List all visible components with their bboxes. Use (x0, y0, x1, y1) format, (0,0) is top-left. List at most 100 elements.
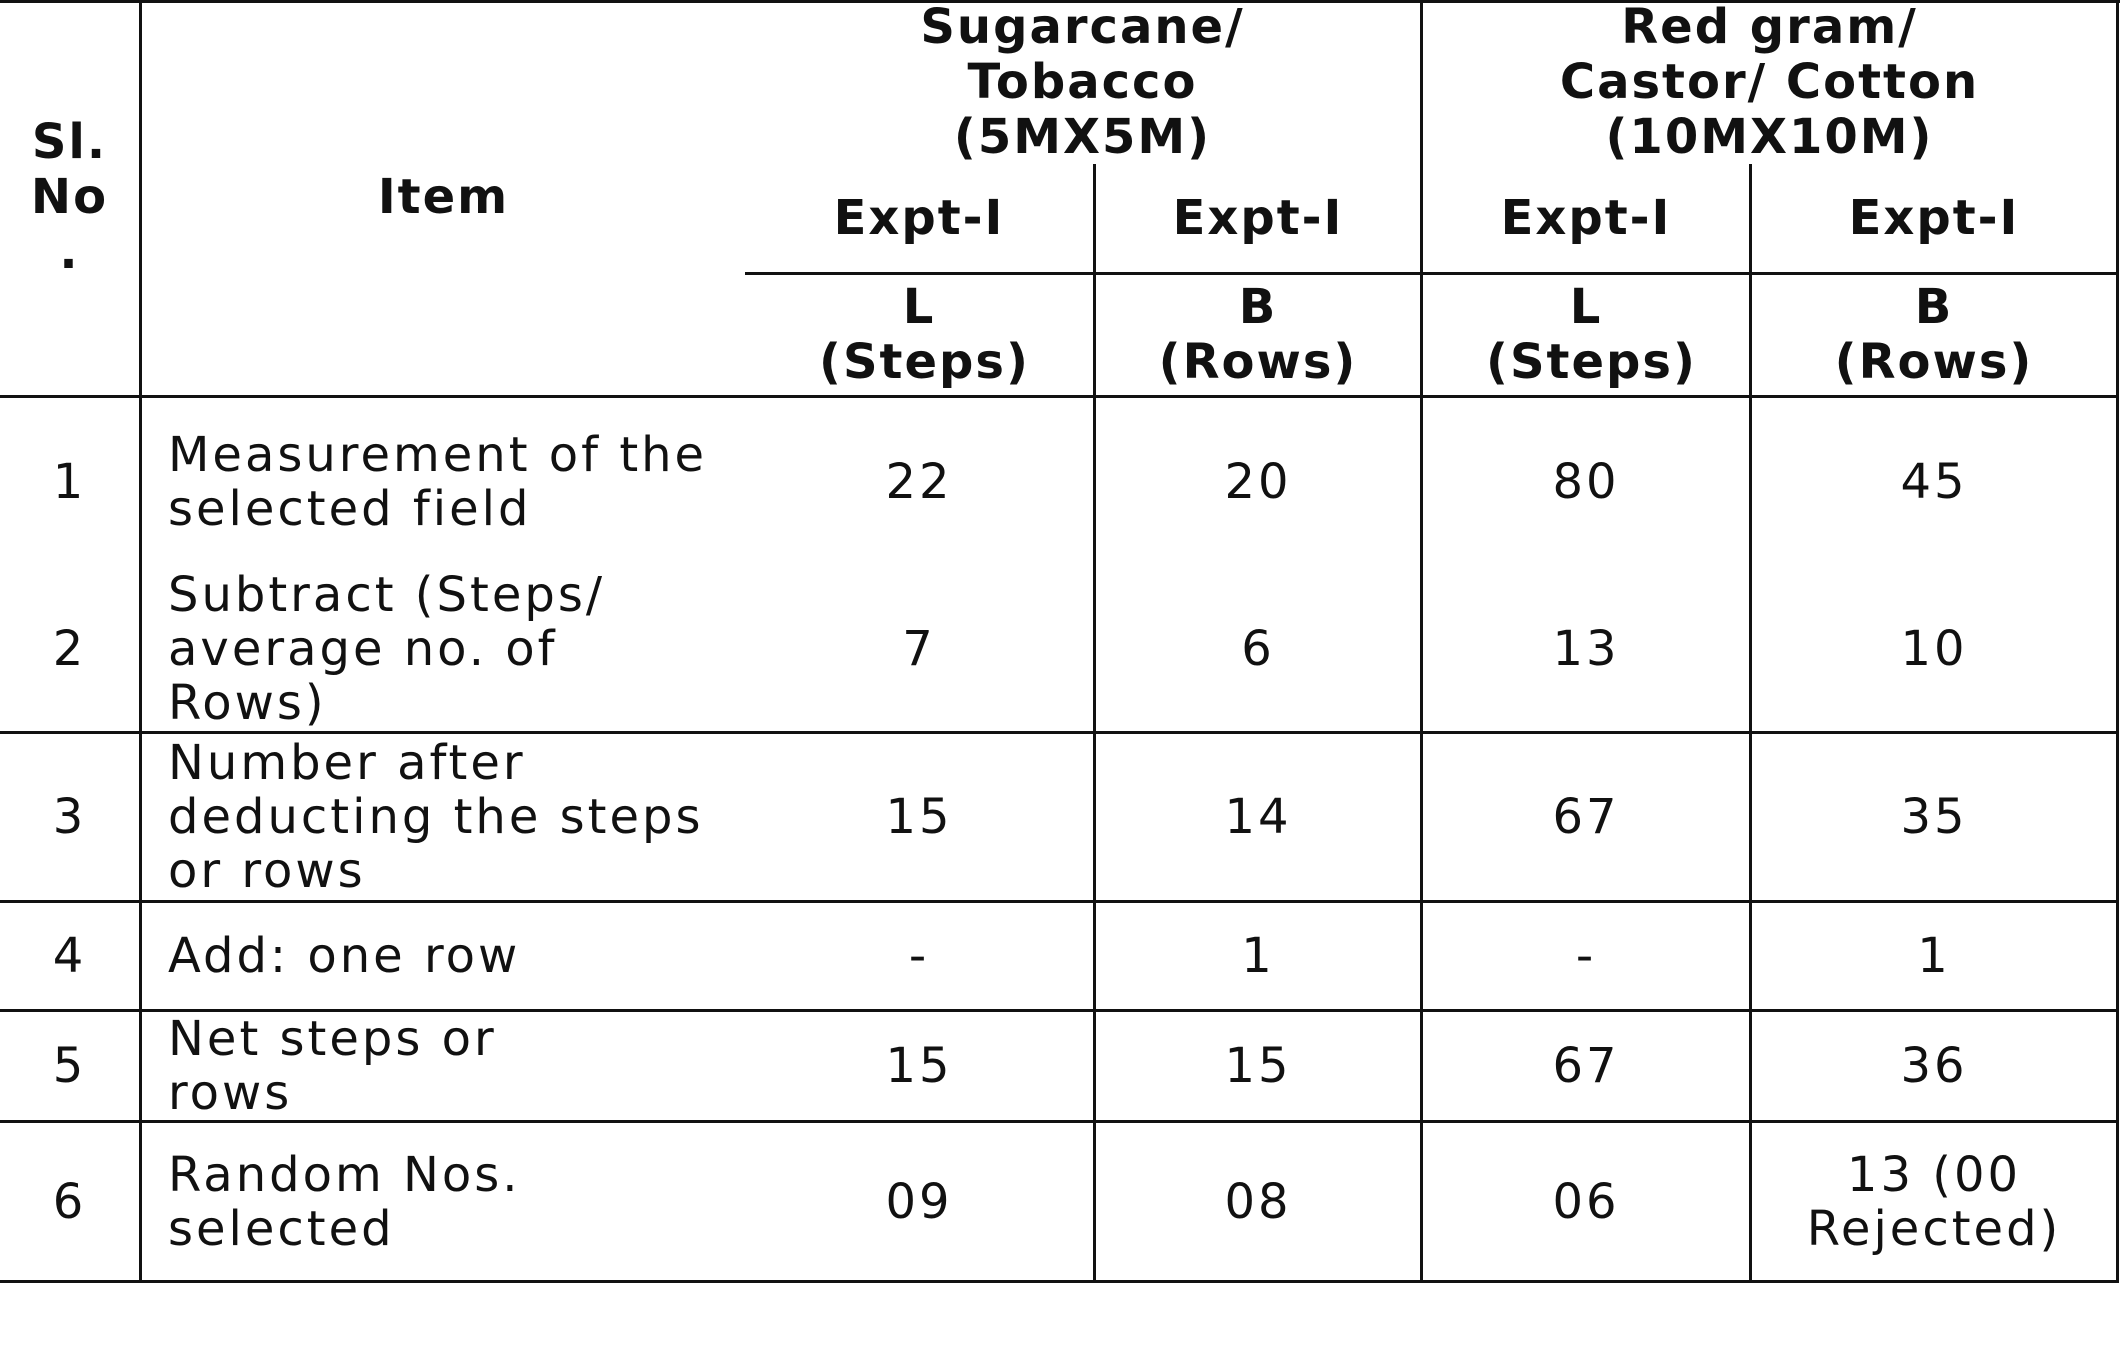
value-cell: 22 (745, 398, 1093, 566)
col-divider (1093, 164, 1096, 1283)
value-text: 06 (1552, 1173, 1620, 1230)
row-divider (0, 395, 2119, 398)
header-dim: L (Steps) (1423, 275, 1749, 395)
value-text: 09 (885, 1173, 953, 1230)
value-cell: 35 (1752, 734, 2116, 900)
value-cell: 45 (1752, 398, 2116, 566)
value-cell: 15 (1096, 1012, 1420, 1120)
col-divider (1420, 0, 1423, 1283)
value-cell: 67 (1423, 1012, 1749, 1120)
sl-number: 3 (52, 789, 87, 845)
header-item: Item (142, 0, 745, 395)
row-divider (0, 1009, 2119, 1012)
value-text: 80 (1552, 454, 1620, 510)
value-cell: 06 (1423, 1123, 1749, 1280)
value-text: 1 (1917, 928, 1951, 984)
header-expt: Expt-I (1752, 164, 2116, 272)
header-item-text: Item (377, 169, 510, 225)
value-cell: - (1423, 903, 1749, 1009)
value-text: 10 (1900, 620, 1968, 677)
value-cell: 14 (1096, 734, 1420, 900)
value-cell: 09 (745, 1123, 1093, 1280)
value-cell: 15 (745, 1012, 1093, 1120)
value-text: 35 (1900, 789, 1968, 845)
header-dim-text: L (Steps) (819, 279, 1030, 390)
item-text: Add: one row (168, 928, 521, 984)
value-cell: - (745, 903, 1093, 1009)
header-group-sugarcane-text: Sugarcane/ Tobacco (5MX5M) (920, 0, 1245, 165)
sl-cell: 2 (0, 566, 139, 731)
row-divider (745, 272, 2116, 275)
header-group-sugarcane: Sugarcane/ Tobacco (5MX5M) (745, 0, 1420, 164)
item-cell: Add: one row (142, 903, 745, 1009)
header-dim-text: B (Rows) (1834, 279, 2034, 390)
value-text: - (1575, 928, 1597, 984)
item-text: Net steps or rows (168, 1011, 497, 1121)
col-divider (1749, 164, 1752, 1283)
sl-cell: 3 (0, 734, 139, 900)
sl-number: 1 (52, 454, 87, 510)
header-group-redgram-text: Red gram/ Castor/ Cotton (10MX10M) (1559, 0, 1980, 165)
value-text: 13 (1552, 620, 1620, 677)
item-cell: Number after deducting the steps or rows (142, 734, 745, 900)
item-text: Subtract (Steps/ average no. of Rows) (168, 566, 605, 731)
header-expt-text: Expt-I (1500, 189, 1672, 246)
header-dim: B (Rows) (1752, 275, 2116, 395)
value-text: 45 (1900, 454, 1968, 510)
value-cell: 20 (1096, 398, 1420, 566)
value-cell: 13 (1423, 566, 1749, 731)
header-sl-no: Sl. No . (0, 0, 139, 395)
sl-number: 6 (52, 1173, 87, 1230)
value-text: 22 (885, 454, 953, 510)
header-expt-text: Expt-I (1172, 189, 1344, 246)
item-cell: Net steps or rows (142, 1012, 745, 1120)
item-text: Measurement of the selected field (168, 427, 708, 537)
item-cell: Measurement of the selected field (142, 398, 745, 566)
sl-number: 5 (52, 1038, 87, 1094)
value-cell: 80 (1423, 398, 1749, 566)
value-text: - (908, 928, 930, 984)
value-text: 67 (1552, 1038, 1620, 1094)
item-cell: Subtract (Steps/ average no. of Rows) (142, 566, 745, 731)
header-expt: Expt-I (745, 164, 1093, 272)
header-dim: L (Steps) (745, 275, 1093, 395)
value-cell: 6 (1096, 566, 1420, 731)
item-text: Number after deducting the steps or rows (168, 735, 704, 899)
col-divider (139, 0, 142, 1283)
sl-cell: 4 (0, 903, 139, 1009)
value-text: 36 (1900, 1038, 1968, 1094)
header-sl-no-text: Sl. No . (30, 114, 109, 280)
header-dim: B (Rows) (1096, 275, 1420, 395)
value-text: 15 (1224, 1038, 1292, 1094)
value-text: 6 (1241, 620, 1275, 677)
item-text: Random Nos. selected (168, 1146, 521, 1257)
value-text: 08 (1224, 1173, 1292, 1230)
row-divider (0, 731, 2119, 734)
row-divider (0, 900, 2119, 903)
value-text: 7 (902, 620, 936, 677)
value-text: 20 (1224, 454, 1292, 510)
sl-number: 2 (52, 620, 87, 677)
sl-number: 4 (52, 928, 87, 984)
value-text: 15 (885, 789, 953, 845)
table-top-border (0, 0, 2120, 3)
value-cell: 67 (1423, 734, 1749, 900)
header-group-redgram: Red gram/ Castor/ Cotton (10MX10M) (1423, 0, 2116, 164)
header-expt: Expt-I (1423, 164, 1749, 272)
value-cell: 36 (1752, 1012, 2116, 1120)
row-divider (0, 1120, 2119, 1123)
value-text: 1 (1241, 928, 1275, 984)
header-expt-text: Expt-I (1848, 189, 2020, 246)
value-cell: 10 (1752, 566, 2116, 731)
value-cell: 15 (745, 734, 1093, 900)
col-divider (2116, 0, 2119, 1283)
sl-cell: 1 (0, 398, 139, 566)
table-bottom-border (0, 1280, 2119, 1283)
value-cell: 13 (00 Rejected) (1752, 1123, 2116, 1280)
sl-cell: 6 (0, 1123, 139, 1280)
value-text: 67 (1552, 789, 1620, 845)
value-cell: 1 (1752, 903, 2116, 1009)
header-expt-text: Expt-I (833, 189, 1005, 246)
value-text: 15 (885, 1038, 953, 1094)
value-cell: 08 (1096, 1123, 1420, 1280)
